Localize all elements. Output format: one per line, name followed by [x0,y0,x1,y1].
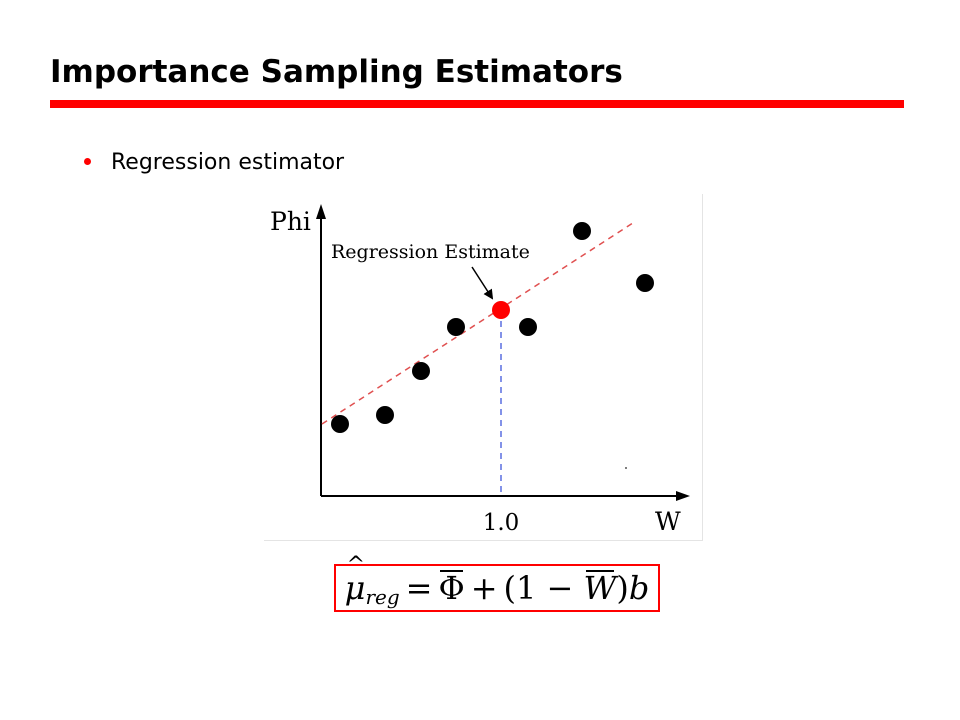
data-point [447,318,465,336]
title-underline [50,100,904,108]
formula-equals: = [405,569,433,607]
data-point [636,274,654,292]
slide-title: Importance Sampling Estimators [50,54,623,90]
data-point [573,222,591,240]
data-point [331,415,349,433]
data-point [376,406,394,424]
formula-plus: + [470,569,498,607]
x-axis-arrow-icon [676,491,690,501]
y-axis-arrow-icon [316,204,326,219]
formula-mu-hat: μ [345,553,366,607]
formula-close: ) [616,569,629,607]
regression-line [321,220,637,425]
bullet-text: Regression estimator [111,150,345,175]
formula-subscript: reg [365,585,400,609]
formula-w-bar: W [583,569,617,607]
x-tick-label: 1.0 [483,510,520,536]
data-point [519,318,537,336]
x-axis-label: W [655,507,681,536]
bullet-item: Regression estimator [84,150,344,175]
formula-open: (1 − [503,569,574,607]
y-axis-label: Phi [270,207,311,236]
regression-figure: Phi Regression Estimate 1.0 W [264,194,703,541]
data-point [412,362,430,380]
annotation-label: Regression Estimate [331,241,530,263]
formula-b: b [628,569,650,607]
annotation-arrow-icon [471,266,494,300]
regression-estimate-point [492,301,510,319]
stray-mark [625,467,627,469]
formula-phi-bar: Φ [438,569,465,607]
regression-diagram: Phi Regression Estimate 1.0 W [270,204,690,536]
bullet-dot-icon [84,157,91,165]
